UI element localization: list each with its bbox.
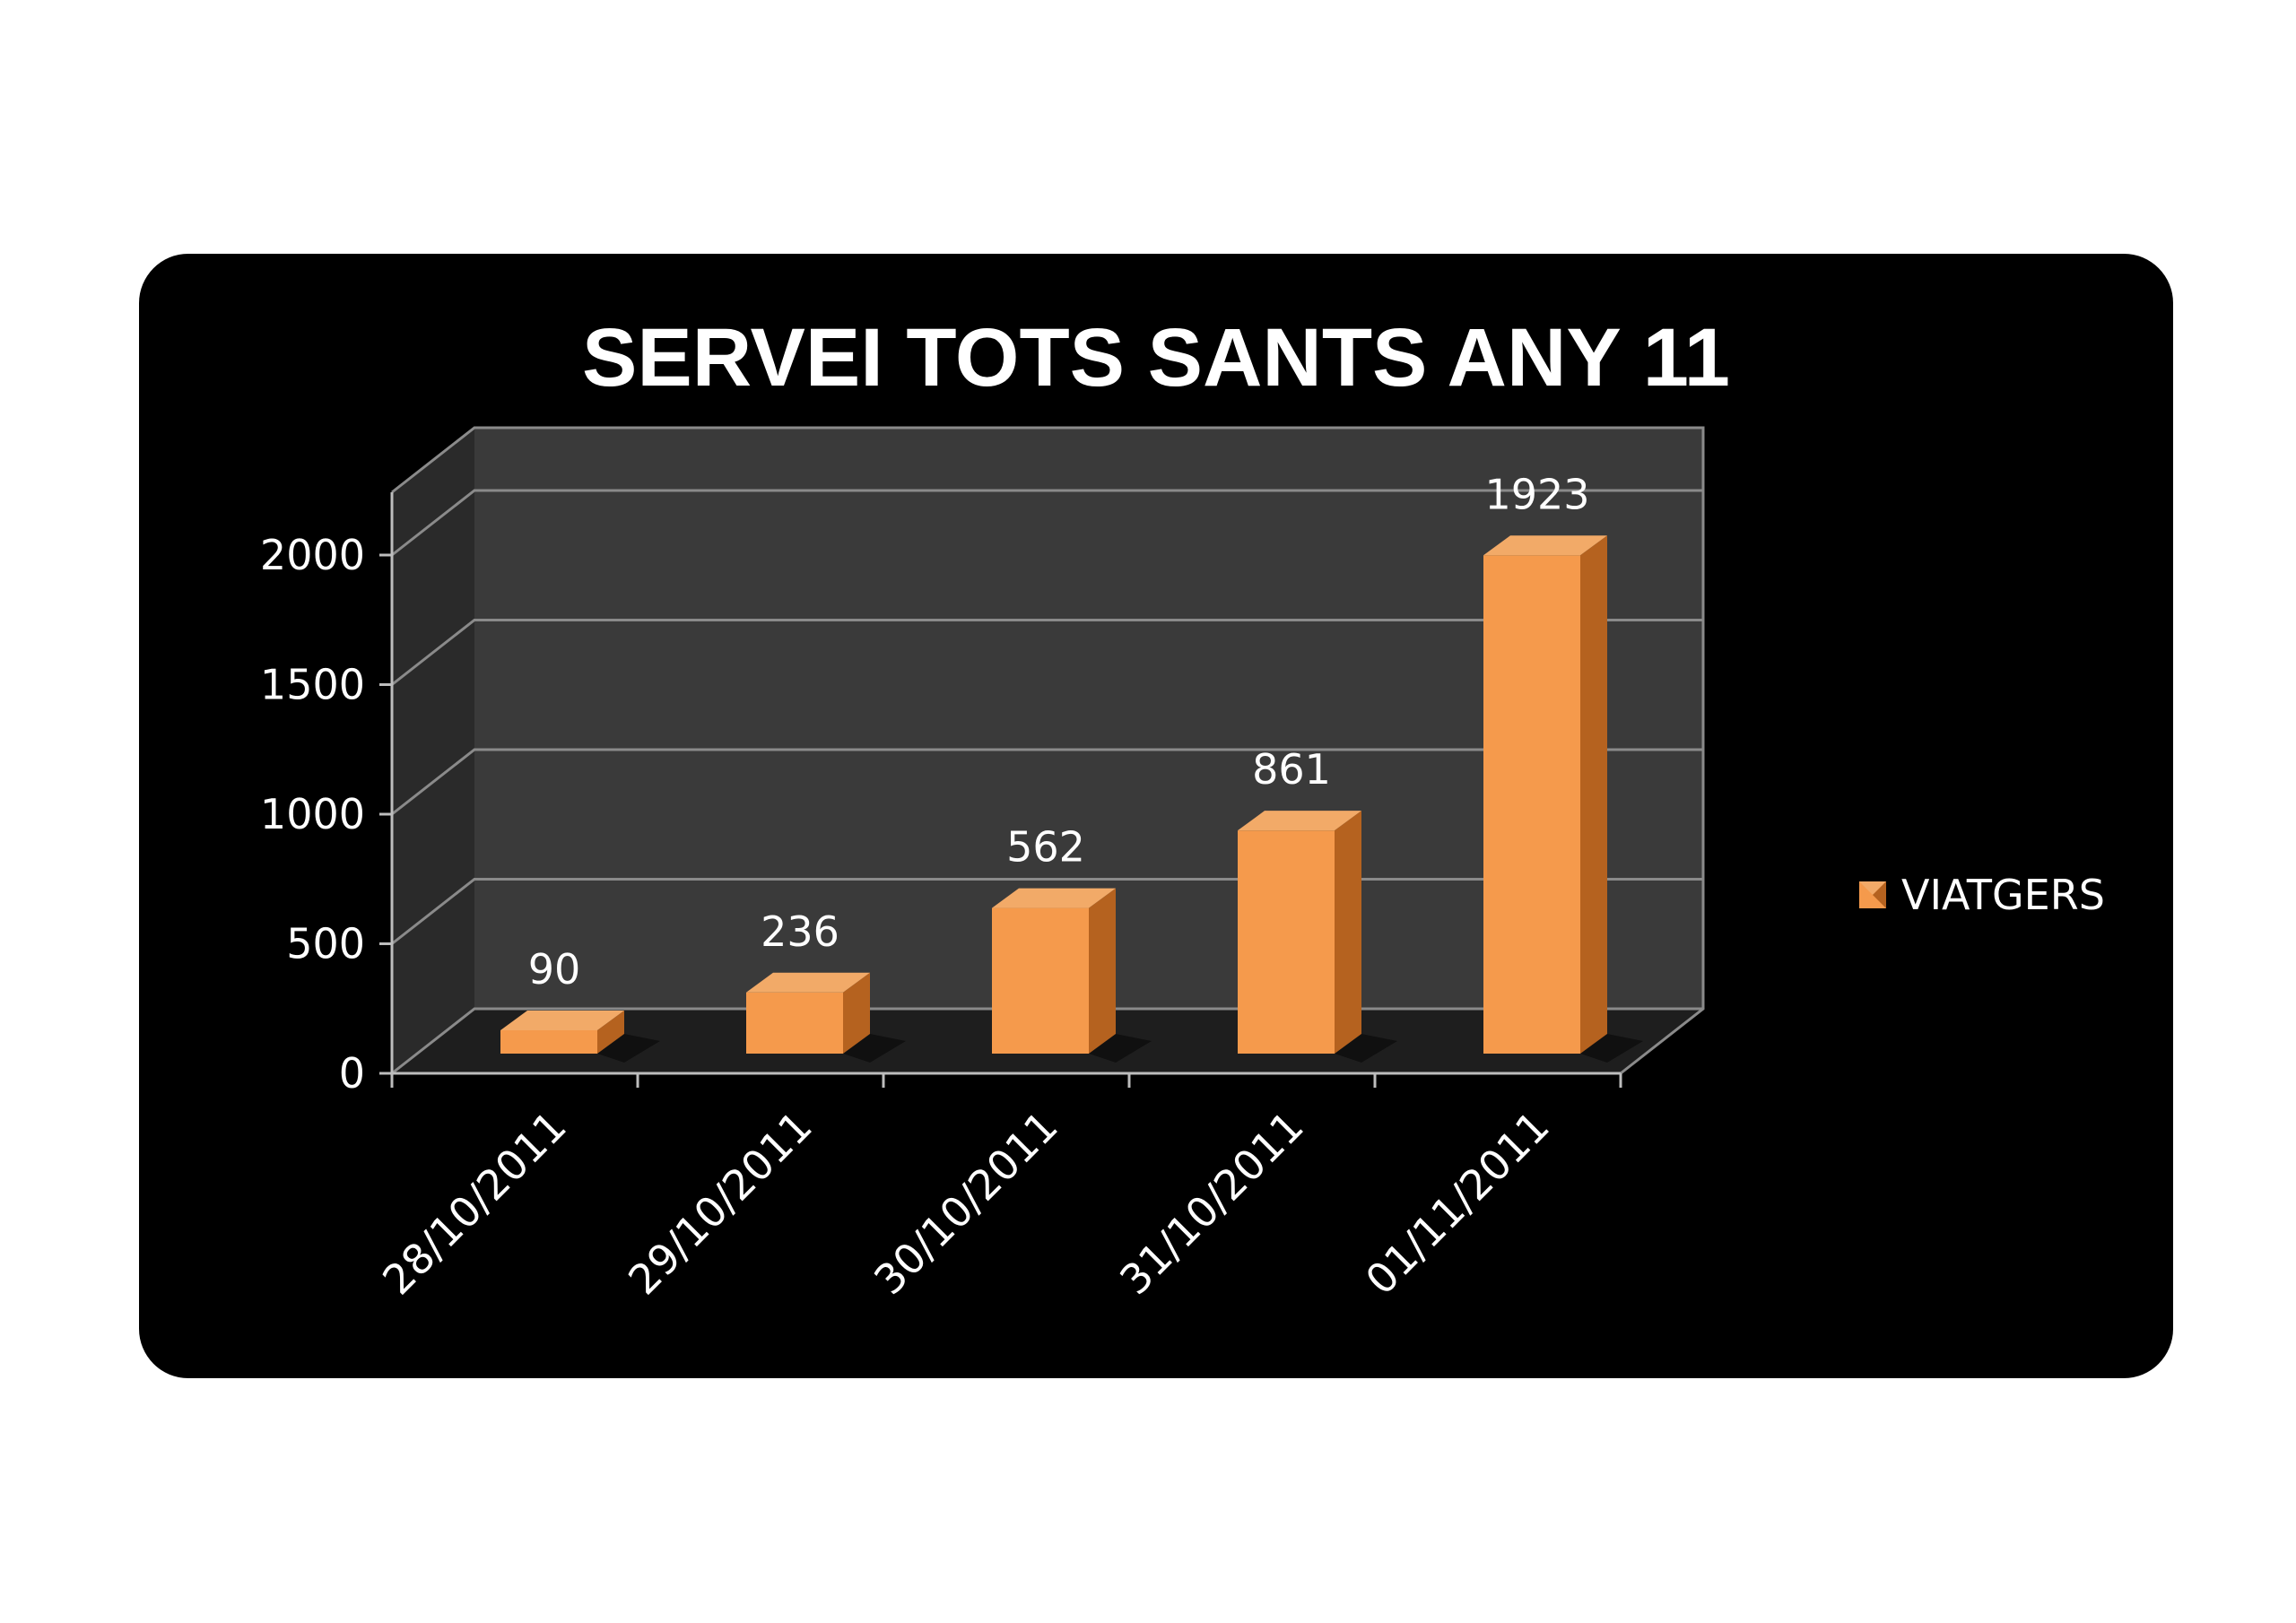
bar: [992, 888, 1152, 1063]
data-label: 1923: [1484, 470, 1589, 518]
y-tick-label: 500: [286, 920, 365, 968]
bars: [500, 535, 1643, 1063]
gridline: [391, 489, 1703, 557]
axes: [379, 492, 1622, 1088]
wall-outline: [391, 426, 1705, 1075]
data-label: 861: [1252, 745, 1331, 794]
y-tick-label: 1500: [260, 661, 365, 709]
y-tick-labels: 0 500 1000 1500 2000: [260, 531, 365, 1098]
y-tick-label: 0: [339, 1049, 365, 1098]
y-tick-label: 2000: [260, 531, 365, 579]
bar: [1483, 535, 1643, 1063]
bar: [500, 1010, 660, 1063]
side-wall: [392, 428, 474, 1073]
data-label: 90: [528, 945, 581, 994]
back-wall: [474, 428, 1703, 1009]
gridline: [391, 619, 1703, 686]
gridline: [391, 748, 1703, 816]
y-tick-label: 1000: [260, 790, 365, 838]
data-label: 236: [761, 907, 839, 956]
legend-swatch: [1859, 881, 1886, 908]
legend-label-viatgers: VIATGERS: [1901, 871, 2105, 919]
chart-title: SERVEI TOTS SANTS ANY 11: [582, 312, 1730, 404]
data-label: 562: [1006, 823, 1085, 872]
bar: [746, 972, 906, 1063]
bar: [1238, 811, 1397, 1063]
legend: VIATGERS: [1859, 871, 2105, 919]
data-labels: 90 236 562 861 1923: [528, 470, 1590, 994]
